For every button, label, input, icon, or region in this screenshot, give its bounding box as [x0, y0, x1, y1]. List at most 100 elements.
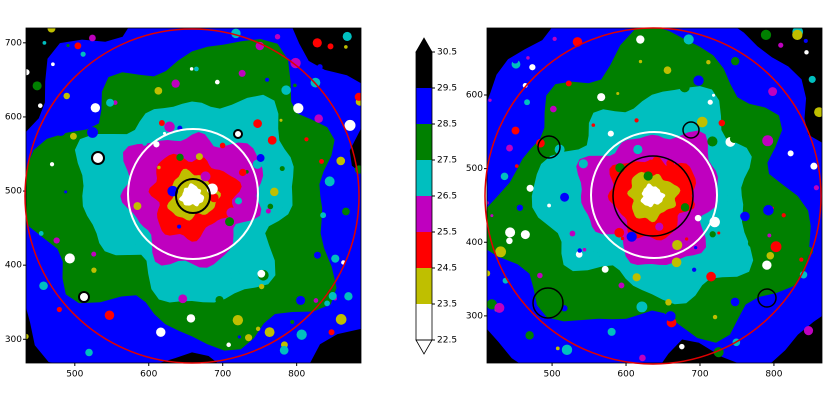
contour-spot — [178, 294, 188, 304]
colorbar-tick-label: 28.5 — [437, 120, 457, 130]
contour-spot — [731, 56, 740, 66]
colorbar-tick-label: 27.5 — [437, 156, 457, 166]
contour-spot — [74, 42, 82, 50]
contour-spot — [318, 103, 325, 110]
x-tick-label: 700 — [214, 370, 231, 380]
contour-spot — [177, 224, 182, 229]
contour-spot — [132, 235, 143, 246]
contour-spot — [80, 51, 86, 57]
contour-spot — [804, 50, 809, 55]
contour-spot — [663, 66, 672, 75]
contour-spot — [706, 271, 716, 282]
contour-spot — [335, 314, 347, 325]
white-circle — [127, 128, 259, 260]
contour-spot — [176, 153, 184, 161]
contour-spot — [577, 248, 582, 253]
contour-spot — [70, 132, 77, 140]
contour-spot — [91, 267, 97, 273]
y-tick-label: 600 — [5, 112, 22, 122]
panel-left — [26, 28, 361, 363]
contour-spot — [342, 31, 352, 41]
contour-spot — [264, 327, 275, 338]
contour-spot — [514, 164, 519, 168]
y-tick-label: 300 — [5, 335, 22, 345]
contour-spot — [258, 283, 265, 290]
contour-spot — [344, 45, 348, 49]
contour-spot — [814, 107, 822, 118]
contour-spot — [87, 126, 98, 138]
contour-spot — [694, 245, 698, 250]
contour-spot — [634, 118, 639, 123]
contour-spot — [316, 311, 328, 323]
contour-spot — [500, 172, 509, 181]
contour-spot — [636, 301, 648, 313]
contour-spot — [679, 82, 690, 93]
contour-spot — [294, 352, 299, 357]
contour-spot — [707, 99, 713, 105]
contour-spot — [767, 233, 772, 238]
contour-spot — [597, 93, 606, 102]
contour-spot — [290, 320, 295, 324]
contour-spot — [293, 103, 304, 114]
contour-spot — [803, 38, 808, 43]
contour-spot — [294, 179, 305, 190]
contour-spot — [790, 269, 799, 278]
contour-spot — [354, 92, 361, 101]
contour-spot — [142, 141, 147, 146]
contour-spot — [578, 159, 588, 169]
contour-spot — [189, 67, 194, 71]
contour-spot — [511, 126, 520, 135]
contour-spot — [707, 136, 718, 147]
contour-spot — [672, 239, 683, 251]
colorbar-tick-label: 22.5 — [437, 336, 457, 346]
contour-level — [179, 183, 205, 207]
contour-spot — [601, 265, 609, 273]
contour-spot — [529, 64, 536, 71]
x-tick-label: 600 — [140, 370, 157, 380]
y-tick-label: 500 — [5, 187, 22, 197]
contour-spot — [740, 211, 750, 222]
contour-spot — [104, 310, 115, 321]
contour-spot — [639, 354, 646, 362]
colorbar-tick-label: 25.5 — [437, 228, 457, 238]
contour-spot — [703, 297, 715, 309]
contour-spot — [234, 197, 243, 205]
contour-spot — [219, 142, 226, 149]
contour-spot — [225, 217, 235, 227]
contour-level — [640, 183, 666, 208]
contour-spot — [516, 204, 524, 211]
contour-spot — [344, 292, 353, 301]
contour-spot — [252, 159, 263, 169]
contour-spot — [156, 327, 166, 337]
contour-spot — [655, 222, 664, 231]
colorbar-extend-top — [415, 37, 433, 53]
contour-spot — [327, 43, 334, 50]
contour-spot — [313, 298, 319, 303]
contour-spot — [324, 300, 330, 307]
colorbar-segment — [416, 268, 432, 304]
contour-spot — [154, 86, 163, 95]
contour-spot — [128, 225, 136, 233]
contour-spot — [709, 231, 716, 238]
contour-spot — [256, 154, 265, 162]
contour-spot — [226, 342, 231, 348]
contour-spot — [561, 344, 573, 356]
colorbar-segment — [416, 124, 432, 160]
contour-spot — [615, 163, 625, 173]
contour-spot — [139, 160, 147, 168]
contour-spot — [526, 184, 534, 192]
contour-spot — [706, 60, 711, 65]
contour-spot — [274, 68, 281, 74]
contour-spot — [313, 251, 321, 259]
y-tick-label: 400 — [466, 238, 483, 248]
contour-spot — [279, 166, 285, 172]
contour-spot — [296, 329, 307, 340]
contour-spot — [763, 204, 774, 216]
contour-spot — [328, 292, 337, 301]
white-circle — [590, 131, 718, 259]
contour-spot — [211, 265, 221, 274]
contour-spot — [780, 248, 790, 257]
contour-spot — [238, 168, 247, 177]
contour-spot — [317, 64, 323, 70]
contour-spot — [575, 251, 583, 258]
